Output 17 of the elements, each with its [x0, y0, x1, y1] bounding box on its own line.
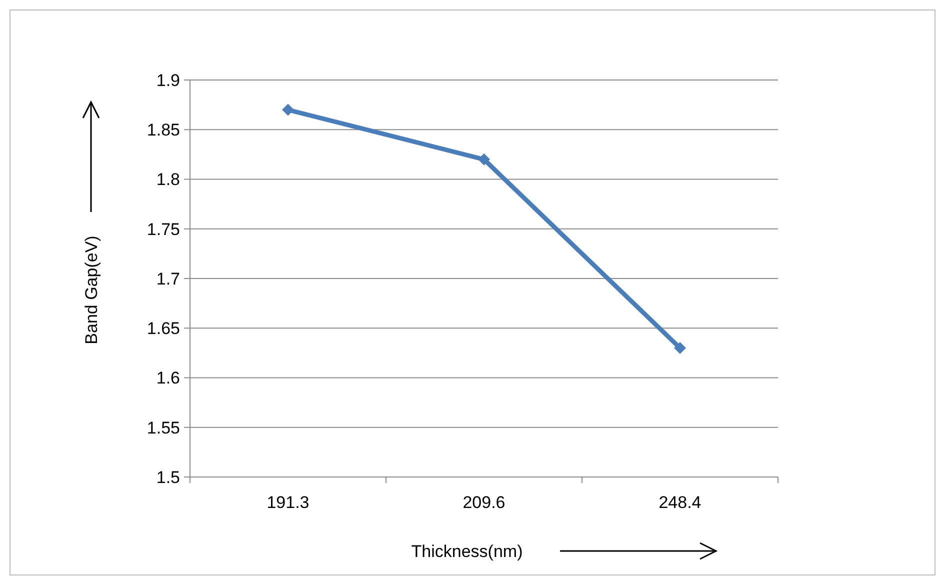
y-tick-label: 1.9	[156, 70, 180, 90]
point	[478, 153, 490, 166]
y-tick-label: 1.6	[156, 368, 180, 388]
y-tick-label: 1.5	[156, 468, 180, 487]
y-tick-label: 1.7	[156, 269, 180, 288]
x-axis-title: Thickness(nm)	[411, 542, 523, 561]
y-tick-label: 1.8	[156, 170, 180, 190]
x-tick-label: 248.4	[658, 493, 702, 512]
y-tick-label: 1.85	[146, 120, 180, 140]
x-tick-label: 209.6	[462, 493, 506, 512]
y-axis-title: Band Gap(eV)	[82, 236, 101, 344]
point	[674, 342, 686, 354]
point	[282, 104, 294, 116]
y-tick-label: 1.75	[146, 220, 180, 239]
y-tick-label: 1.55	[146, 418, 180, 438]
y-tick-label: 1.65	[146, 319, 180, 338]
x-tick-label: 191.3	[266, 493, 310, 512]
